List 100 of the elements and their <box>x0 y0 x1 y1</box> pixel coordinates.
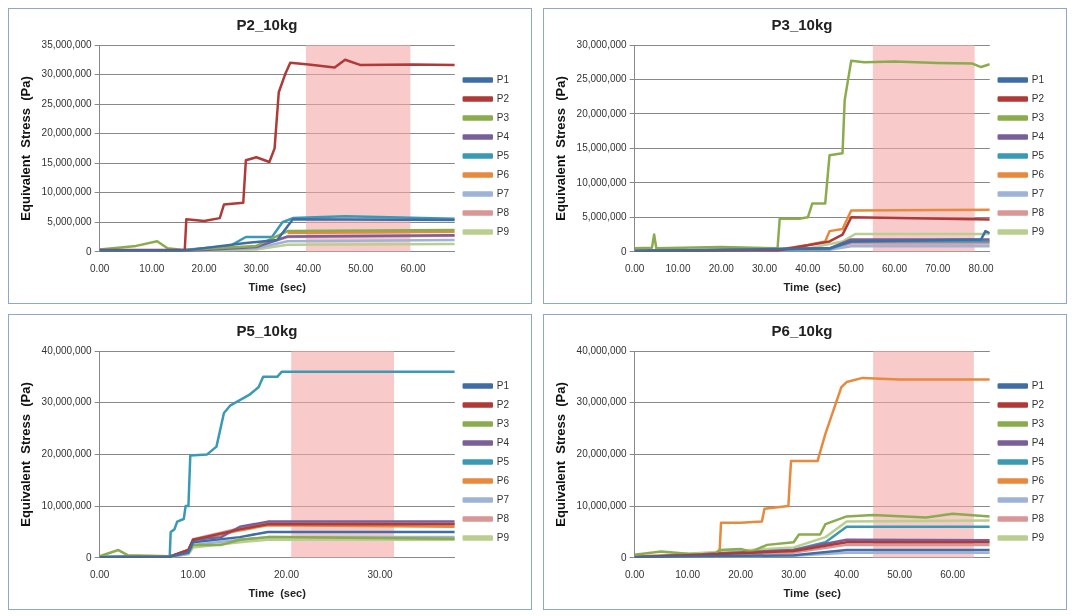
legend-label: P2 <box>1031 92 1045 104</box>
x-tick-label: 60.00 <box>881 262 908 274</box>
x-tick-label: 10.00 <box>139 262 165 274</box>
legend-label: P6 <box>1031 474 1045 486</box>
y-tick-label: 10,000,000 <box>576 176 628 188</box>
y-tick-label: 20,000,000 <box>576 448 628 460</box>
x-tick-label: 0.00 <box>624 568 645 580</box>
x-tick-label: 30.00 <box>752 262 778 274</box>
x-tick-label: 30.00 <box>781 568 807 580</box>
legend-label: P8 <box>496 206 510 218</box>
chart-title: P2_10kg <box>236 16 298 34</box>
y-tick-label: 5,000,000 <box>47 216 93 228</box>
legend-label: P5 <box>1031 455 1045 467</box>
legend-label: P8 <box>496 512 510 524</box>
y-tick-label: 35,000,000 <box>41 38 93 50</box>
y-tick-label: 0 <box>86 245 93 257</box>
x-axis-title: Time (sec) <box>248 281 307 294</box>
y-tick-label: 10,000,000 <box>41 499 93 511</box>
x-tick-label: 10.00 <box>665 262 691 274</box>
legend-label: P1 <box>496 379 510 391</box>
legend-label: P3 <box>496 111 510 123</box>
legend-label: P8 <box>1031 512 1045 524</box>
legend-label: P1 <box>496 73 510 85</box>
y-tick-label: 30,000,000 <box>41 68 93 80</box>
legend-label: P1 <box>1031 73 1045 85</box>
y-axis-title: Equivalent Stress (Pa) <box>553 76 569 221</box>
legend-label: P7 <box>496 493 510 505</box>
legend-label: P7 <box>1031 493 1045 505</box>
legend-label: P4 <box>496 130 510 142</box>
legend-label: P8 <box>1031 206 1045 218</box>
legend-label: P6 <box>1031 168 1045 180</box>
legend-label: P1 <box>1031 379 1045 391</box>
x-tick-label: 20.00 <box>191 262 218 274</box>
y-axis-title: Equivalent Stress (Pa) <box>553 382 569 527</box>
y-tick-label: 5,000,000 <box>582 211 628 223</box>
legend-label: P3 <box>1031 111 1045 123</box>
legend-label: P9 <box>1031 225 1045 237</box>
y-tick-label: 25,000,000 <box>576 73 628 85</box>
x-axis-title: Time (sec) <box>783 587 842 600</box>
x-tick-label: 50.00 <box>887 568 913 580</box>
x-tick-label: 60.00 <box>400 262 426 274</box>
legend-label: P6 <box>496 474 510 486</box>
chart-title: P5_10kg <box>236 322 298 340</box>
x-tick-label: 40.00 <box>834 568 860 580</box>
x-tick-label: 40.00 <box>296 262 322 274</box>
legend-label: P9 <box>1031 531 1045 543</box>
x-tick-label: 10.00 <box>180 568 207 580</box>
x-tick-label: 20.00 <box>728 568 754 580</box>
y-tick-label: 40,000,000 <box>41 344 93 356</box>
y-tick-label: 20,000,000 <box>41 448 93 460</box>
x-tick-label: 30.00 <box>367 568 393 580</box>
x-tick-label: 0.00 <box>624 262 645 274</box>
y-tick-label: 0 <box>621 551 628 563</box>
legend-label: P5 <box>496 149 510 161</box>
x-tick-label: 30.00 <box>243 262 270 274</box>
y-tick-label: 20,000,000 <box>576 107 628 119</box>
chart-title: P6_10kg <box>771 322 833 340</box>
y-tick-label: 20,000,000 <box>41 127 93 139</box>
legend-label: P6 <box>496 168 510 180</box>
legend-label: P2 <box>1031 398 1045 410</box>
x-tick-label: 80.00 <box>968 262 995 274</box>
legend-label: P3 <box>1031 417 1045 429</box>
legend-label: P9 <box>496 225 510 237</box>
x-axis-title: Time (sec) <box>783 281 842 294</box>
y-tick-label: 10,000,000 <box>576 499 628 511</box>
legend-label: P7 <box>496 187 510 199</box>
x-tick-label: 50.00 <box>838 262 865 274</box>
chart-title: P3_10kg <box>771 16 833 34</box>
y-tick-label: 30,000,000 <box>576 396 628 408</box>
x-axis-title: Time (sec) <box>248 587 307 600</box>
x-tick-label: 70.00 <box>925 262 951 274</box>
y-tick-label: 0 <box>621 245 628 257</box>
y-tick-label: 30,000,000 <box>576 38 628 50</box>
legend-label: P4 <box>496 436 510 448</box>
y-tick-label: 10,000,000 <box>41 186 93 198</box>
y-tick-label: 15,000,000 <box>576 142 628 154</box>
legend-label: P9 <box>496 531 510 543</box>
legend-label: P2 <box>496 398 510 410</box>
y-axis-title: Equivalent Stress (Pa) <box>18 382 34 527</box>
y-tick-label: 40,000,000 <box>576 344 628 356</box>
y-tick-label: 0 <box>86 551 93 563</box>
x-tick-label: 60.00 <box>940 568 966 580</box>
y-tick-label: 25,000,000 <box>41 97 93 109</box>
legend-label: P4 <box>1031 130 1045 142</box>
legend-label: P2 <box>496 92 510 104</box>
legend-label: P5 <box>1031 149 1045 161</box>
y-tick-label: 30,000,000 <box>41 396 93 408</box>
y-tick-label: 15,000,000 <box>41 156 93 168</box>
y-axis-title: Equivalent Stress (Pa) <box>18 76 34 221</box>
x-tick-label: 0.00 <box>89 262 110 274</box>
legend-label: P3 <box>496 417 510 429</box>
legend-label: P7 <box>1031 187 1045 199</box>
legend-label: P4 <box>1031 436 1045 448</box>
x-tick-label: 20.00 <box>274 568 300 580</box>
x-tick-label: 40.00 <box>795 262 821 274</box>
legend-label: P5 <box>496 455 510 467</box>
x-tick-label: 10.00 <box>675 568 701 580</box>
x-tick-label: 50.00 <box>348 262 374 274</box>
x-tick-label: 0.00 <box>89 568 110 580</box>
x-tick-label: 20.00 <box>708 262 735 274</box>
